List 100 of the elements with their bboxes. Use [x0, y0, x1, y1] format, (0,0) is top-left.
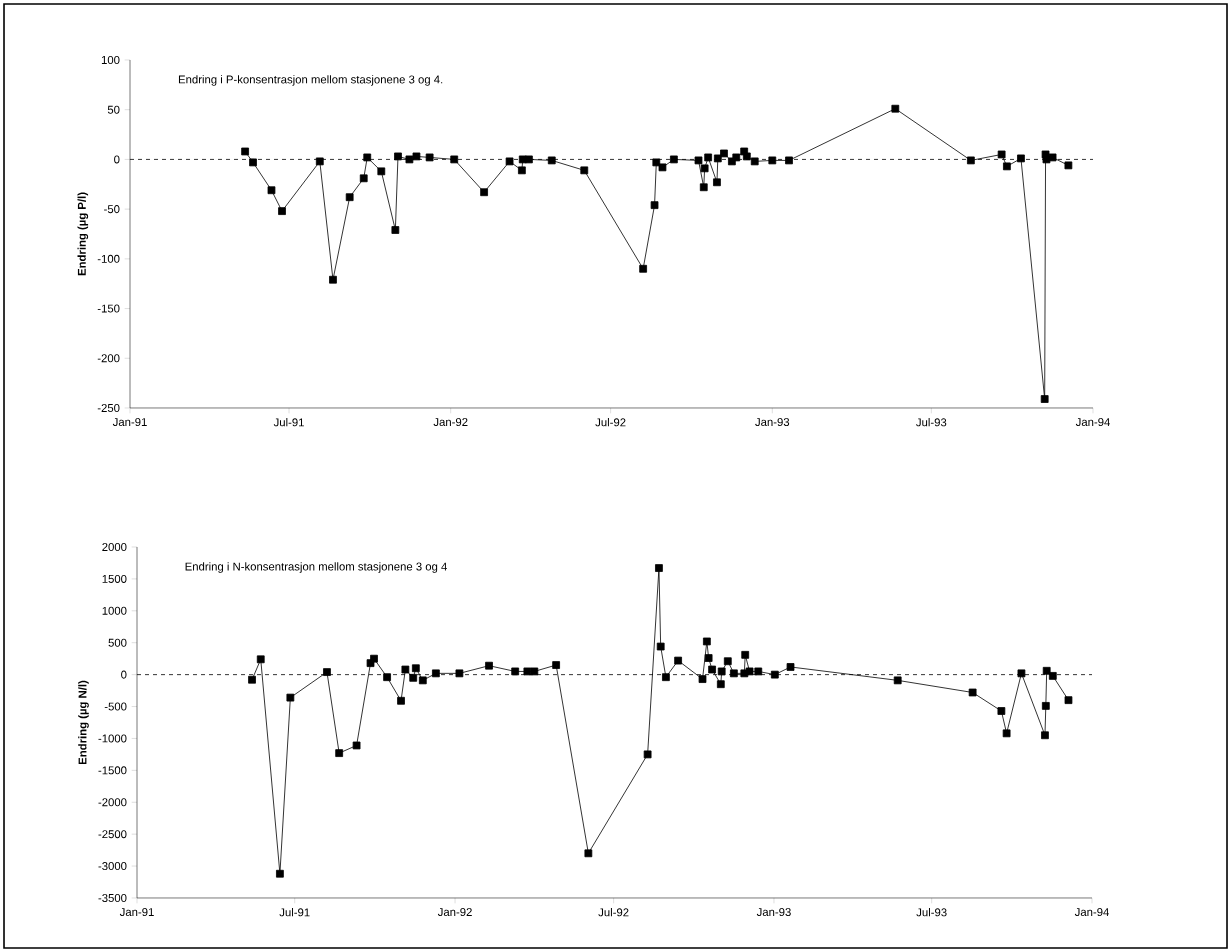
point [397, 696, 405, 705]
point [363, 153, 372, 162]
y-tick-label: -500 [104, 702, 127, 711]
point [670, 155, 678, 164]
point [450, 155, 459, 164]
point [754, 667, 763, 676]
x-tick-label: Jan-92 [437, 908, 472, 917]
point [518, 155, 527, 164]
point [248, 675, 256, 684]
point [480, 188, 488, 197]
point [1003, 162, 1011, 171]
point [547, 156, 556, 165]
point [241, 147, 249, 156]
y-tick-label: 2000 [102, 542, 127, 551]
y-tick-label: -50 [104, 205, 120, 214]
point [732, 153, 741, 162]
x-tick-label: Jul-93 [916, 418, 947, 427]
point [717, 667, 726, 676]
point [1048, 153, 1057, 162]
y-tick-label: 1000 [102, 606, 127, 615]
point [276, 869, 284, 878]
point [700, 164, 709, 173]
point [286, 693, 295, 702]
point [968, 688, 977, 697]
point [643, 750, 652, 759]
y-tick-label: 1500 [102, 574, 127, 583]
y-tick-label: -200 [97, 354, 120, 363]
point [425, 153, 434, 162]
point [412, 152, 421, 161]
point [650, 201, 659, 210]
point [742, 152, 751, 161]
point [1042, 155, 1051, 164]
point [716, 680, 725, 689]
y-tick-label: 0 [114, 155, 120, 164]
y-tick-label: 0 [121, 670, 127, 679]
point [455, 669, 464, 678]
point [713, 154, 722, 163]
point [329, 275, 337, 284]
x-tick-label: Jul-91 [273, 418, 304, 427]
y-tick-label: 50 [107, 105, 120, 114]
point [511, 667, 520, 676]
point [1041, 702, 1050, 710]
point [703, 637, 711, 646]
point [1042, 666, 1051, 675]
point [359, 174, 368, 183]
point [785, 156, 793, 165]
point [580, 166, 589, 175]
point [525, 155, 533, 164]
point [401, 665, 410, 674]
y-tick-label: -150 [97, 304, 120, 313]
point [967, 156, 975, 165]
point [750, 157, 759, 166]
text: Endring i N-konsentrasjon mellom stasjonene 3 og 4 [185, 562, 448, 573]
point [768, 156, 777, 165]
point [409, 673, 418, 682]
text: Endring i P-konsentrasjon mellom stasjonene 3 og 4. [178, 75, 443, 86]
point [352, 741, 361, 750]
point [323, 668, 331, 676]
point [652, 158, 661, 167]
point [1048, 672, 1057, 680]
x-tick-label: Jan-92 [433, 418, 468, 427]
point [391, 226, 400, 234]
y-tick-label: -100 [97, 254, 120, 263]
point [1041, 731, 1049, 740]
point [893, 676, 902, 685]
point [383, 673, 391, 682]
point [335, 749, 344, 757]
y-tick-label: 100 [101, 55, 120, 64]
y-tick-label: -3000 [98, 862, 127, 871]
y-tick-label: -250 [97, 403, 120, 412]
point [997, 150, 1006, 159]
point [1017, 154, 1025, 163]
y-tick-label: 500 [108, 638, 127, 647]
point [1064, 696, 1073, 705]
point [745, 667, 754, 676]
x-tick-label: Jan-93 [756, 908, 791, 917]
point [713, 178, 721, 187]
y-tick-label: -1000 [98, 734, 127, 743]
point [345, 193, 354, 202]
y-tick-label: -2500 [98, 830, 127, 839]
point [530, 667, 539, 676]
point [552, 661, 560, 669]
point [730, 669, 738, 678]
point [418, 676, 427, 685]
point [674, 656, 682, 665]
point [704, 153, 713, 162]
point [704, 654, 713, 662]
point [249, 158, 257, 167]
x-tick-label: Jan-91 [119, 908, 154, 917]
point [1002, 729, 1011, 738]
point [770, 670, 779, 679]
point [518, 166, 526, 175]
point [394, 152, 402, 161]
x-tick-label: Jul-93 [916, 908, 947, 917]
x-tick-label: Jan-94 [1075, 418, 1111, 427]
point [997, 707, 1006, 715]
point [639, 264, 647, 273]
x-tick-label: Jan-93 [755, 418, 790, 427]
point [278, 207, 286, 215]
point [584, 849, 593, 858]
